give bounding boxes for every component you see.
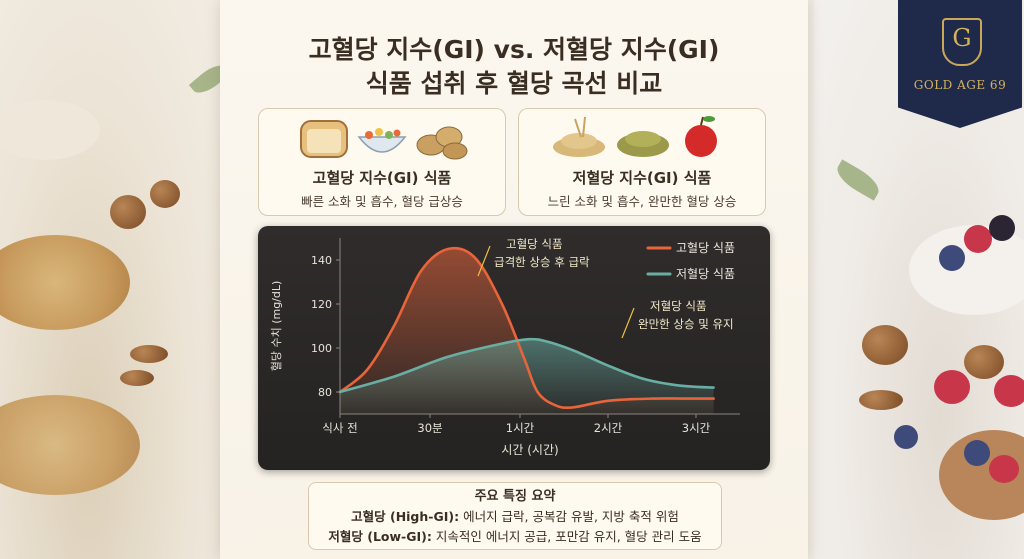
series-line-low-gi xyxy=(338,337,715,394)
x-tick-label: 식사 전 xyxy=(322,421,357,435)
raspberry xyxy=(989,455,1019,483)
chart-svg: 80 100 120 140 식사 전 30분 1시간 2시간 3시간 혈당 수치 (mg/dL)… xyxy=(269,237,740,457)
x-tick-label: 30분 xyxy=(417,421,442,435)
x-axis-label: 시간 (시간) xyxy=(501,443,558,457)
almond xyxy=(130,345,168,363)
high-gi-food-icons xyxy=(300,120,468,160)
x-tick-label: 1시간 xyxy=(506,421,535,435)
annotation-text: 급격한 상승 후 급락 xyxy=(494,255,590,269)
grain-bowl-bottom xyxy=(0,395,140,495)
hazelnut xyxy=(150,180,180,208)
hazelnut xyxy=(110,195,146,229)
annotation-pointer xyxy=(621,307,635,339)
walnut xyxy=(862,325,908,365)
blueberry xyxy=(894,425,918,449)
x-tick-label: 3시간 xyxy=(682,421,711,435)
shield-icon xyxy=(942,18,982,66)
y-tick-label: 100 xyxy=(311,342,332,355)
series-area-low-gi xyxy=(340,339,714,414)
infographic-poster: 고혈당 지수(GI) vs. 저혈당 지수(GI) 식품 섭취 후 혈당 곡선 … xyxy=(220,0,808,559)
summary-low-line: 저혈당 (Low-GI): 지속적인 에너지 공급, 포만감 유지, 혈당 관리… xyxy=(309,526,721,545)
high-gi-card: 고혈당 지수(GI) 식품 빠른 소화 및 흡수, 혈당 급상승 xyxy=(258,108,506,216)
legend-label: 저혈당 식품 xyxy=(676,267,735,281)
pecan xyxy=(859,390,903,410)
x-tick-label: 2시간 xyxy=(594,421,623,435)
y-axis-label: 혈당 수치 (mg/dL) xyxy=(269,281,283,372)
raspberry xyxy=(934,370,970,404)
blueberry xyxy=(964,440,990,466)
cereal-bowl-icon xyxy=(357,128,407,153)
grain-bowl-middle xyxy=(0,235,130,330)
summary-high-line: 고혈당 (High-GI): 에너지 급락, 공복감 유발, 지방 축적 위험 xyxy=(309,506,721,525)
legend-label: 고혈당 식품 xyxy=(676,241,735,255)
summary-heading: 주요 특징 요약 xyxy=(474,489,556,504)
summary-high-text: 에너지 급락, 공복감 유발, 지방 축적 위험 xyxy=(463,509,679,524)
oats-icon xyxy=(553,116,605,157)
potato-icon xyxy=(416,126,468,160)
left-food-background xyxy=(0,0,232,559)
annotation-text: 완만한 상승 및 유지 xyxy=(638,317,734,331)
low-gi-card-title: 저혈당 지수(GI) 식품 xyxy=(572,169,712,187)
low-gi-card-desc: 느린 소화 및 흡수, 완만한 혈당 상승 xyxy=(547,194,737,209)
high-gi-card-desc: 빠른 소화 및 흡수, 혈당 급상승 xyxy=(301,194,463,209)
page-title-line2: 식품 섭취 후 혈당 곡선 비교 xyxy=(365,69,663,98)
blueberry xyxy=(939,245,965,271)
y-tick-label: 140 xyxy=(311,254,332,267)
series-line-high-gi xyxy=(338,246,715,410)
apple-icon xyxy=(685,116,717,157)
annotation-pointer xyxy=(477,245,491,277)
grain-bowl-top xyxy=(0,100,100,160)
y-tick-label: 120 xyxy=(311,298,332,311)
page-title-line1: 고혈당 지수(GI) vs. 저혈당 지수(GI) xyxy=(308,35,720,64)
almond xyxy=(120,370,154,386)
low-gi-card: 저혈당 지수(GI) 식품 느린 소화 및 흡수, 완만한 혈당 상승 xyxy=(518,108,766,216)
lentils-icon xyxy=(617,131,669,157)
bread-icon xyxy=(300,120,348,158)
raspberry xyxy=(994,375,1024,407)
badge-text: GOLD AGE 69 xyxy=(913,78,1007,92)
leaf-decoration xyxy=(832,159,884,201)
glucose-curve-chart: 80 100 120 140 식사 전 30분 1시간 2시간 3시간 혈당 수치 (mg/dL)… xyxy=(258,226,770,470)
blackberry xyxy=(989,215,1015,241)
gold-age-badge: G GOLD AGE 69 xyxy=(898,0,1022,128)
low-gi-food-icons xyxy=(553,116,717,157)
annotation-title: 고혈당 식품 xyxy=(506,237,563,251)
summary-box: 주요 특징 요약 고혈당 (High-GI): 에너지 급락, 공복감 유발, … xyxy=(308,482,722,550)
walnut xyxy=(964,345,1004,379)
y-tick-label: 80 xyxy=(318,386,332,399)
high-gi-card-title: 고혈당 지수(GI) 식품 xyxy=(312,169,452,187)
annotation-title: 저혈당 식품 xyxy=(650,299,707,313)
summary-low-label: 저혈당 (Low-GI): xyxy=(328,529,432,544)
summary-high-label: 고혈당 (High-GI): xyxy=(351,509,460,524)
summary-low-text: 지속적인 에너지 공급, 포만감 유지, 혈당 관리 도움 xyxy=(435,529,702,544)
badge-letter: G xyxy=(952,24,972,52)
raspberry xyxy=(964,225,992,253)
